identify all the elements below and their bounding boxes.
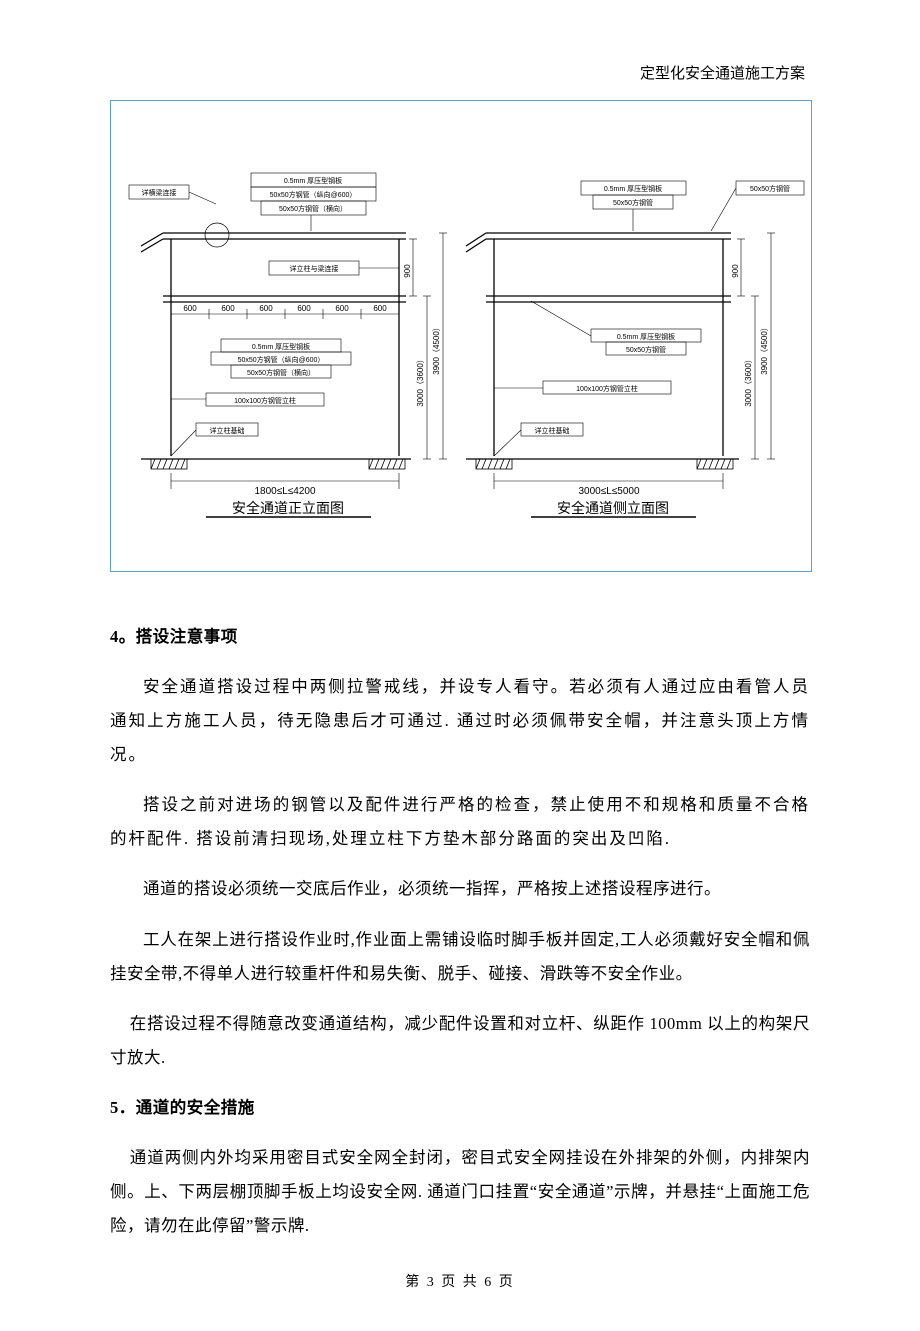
hmain-right: 3000（3600） xyxy=(744,355,753,407)
label-base-left: 详立柱基础 xyxy=(210,426,245,435)
section4-p4: 工人在架上进行搭设作业时,作业面上需铺设临时脚手板并固定,工人必须戴好安全帽和佩… xyxy=(110,923,810,991)
top-dim-left: 900 xyxy=(403,264,412,278)
cell-3: 600 xyxy=(259,304,273,313)
section5-title: 5．通道的安全措施 xyxy=(110,1091,810,1125)
label-top-2: 50x50方钢管（纵向@600） xyxy=(270,190,357,199)
label-midblock-3: 50x50方钢管（横向） xyxy=(247,368,315,377)
label-midblock-2: 50x50方钢管（纵向@600） xyxy=(238,355,325,364)
cell-6: 600 xyxy=(373,304,387,313)
running-head: 定型化安全通道施工方案 xyxy=(640,62,805,83)
section4-title: 4。搭设注意事项 xyxy=(110,620,810,654)
label-top-1: 0.5mm 厚压型钢板 xyxy=(284,176,342,185)
r-label-mid-1: 0.5mm 厚压型钢板 xyxy=(617,332,675,341)
r-label-top-2: 50x50方钢管 xyxy=(613,198,653,207)
figure-frame: 详横梁连接 0.5mm 厚压型钢板 50x50方钢管（纵向@600） 50x50… xyxy=(110,100,812,572)
section5-p1: 通道两侧内外均采用密目式安全网全封闭，密目式安全网挂设在外排架的外侧，内排架内侧… xyxy=(110,1141,810,1242)
label-top-3: 50x50方钢管（横向） xyxy=(279,204,347,213)
r-label-mid-3: 100x100方钢管立柱 xyxy=(576,384,638,393)
section4-p2: 搭设之前对进场的钢管以及配件进行严格的检查，禁止使用不和规格和质量不合格的杆配件… xyxy=(110,788,810,856)
cell-4: 600 xyxy=(297,304,311,313)
htotal-left: 3900（4500） xyxy=(432,323,441,375)
section4-p1: 安全通道搭设过程中两侧拉警戒线，并设专人看守。若必须有人通过应由看管人员通知上方… xyxy=(110,670,810,771)
caption-right: 安全通道侧立面图 xyxy=(557,500,669,516)
caption-left: 安全通道正立面图 xyxy=(232,500,344,516)
elevation-diagram: 详横梁连接 0.5mm 厚压型钢板 50x50方钢管（纵向@600） 50x50… xyxy=(111,101,811,571)
r-label-mid-2: 50x50方钢管 xyxy=(626,345,666,354)
cell-2: 600 xyxy=(221,304,235,313)
r-label-base: 详立柱基础 xyxy=(535,426,570,435)
cell-5: 600 xyxy=(335,304,349,313)
section4-p3: 通道的搭设必须统一交底后作业，必须统一指挥，严格按上述搭设程序进行。 xyxy=(110,872,810,906)
label-mid-detail: 详立柱与梁连接 xyxy=(290,264,339,273)
cell-1: 600 xyxy=(183,304,197,313)
label-top-left: 详横梁连接 xyxy=(142,188,177,197)
hmain-left: 3000（3600） xyxy=(416,355,425,407)
bottom-dim-left: 1800≤L≤4200 xyxy=(254,486,315,497)
label-midblock-4: 100x100方钢管立柱 xyxy=(234,396,296,405)
bottom-dim-right: 3000≤L≤5000 xyxy=(578,486,639,497)
body-text: 4。搭设注意事项 安全通道搭设过程中两侧拉警戒线，并设专人看守。若必须有人通过应… xyxy=(110,620,810,1243)
r-label-top-1: 0.5mm 厚压型钢板 xyxy=(604,184,662,193)
section4-p5: 在搭设过程不得随意改变通道结构，减少配件设置和对立杆、纵距作 100mm 以上的… xyxy=(110,1007,810,1075)
label-midblock-1: 0.5mm 厚压型钢板 xyxy=(252,342,310,351)
top-dim-right: 900 xyxy=(731,264,740,278)
r-label-top-right: 50x50方钢管 xyxy=(750,184,790,193)
page-footer: 第 3 页 共 6 页 xyxy=(110,1271,810,1291)
htotal-right: 3900（4500） xyxy=(760,323,769,375)
